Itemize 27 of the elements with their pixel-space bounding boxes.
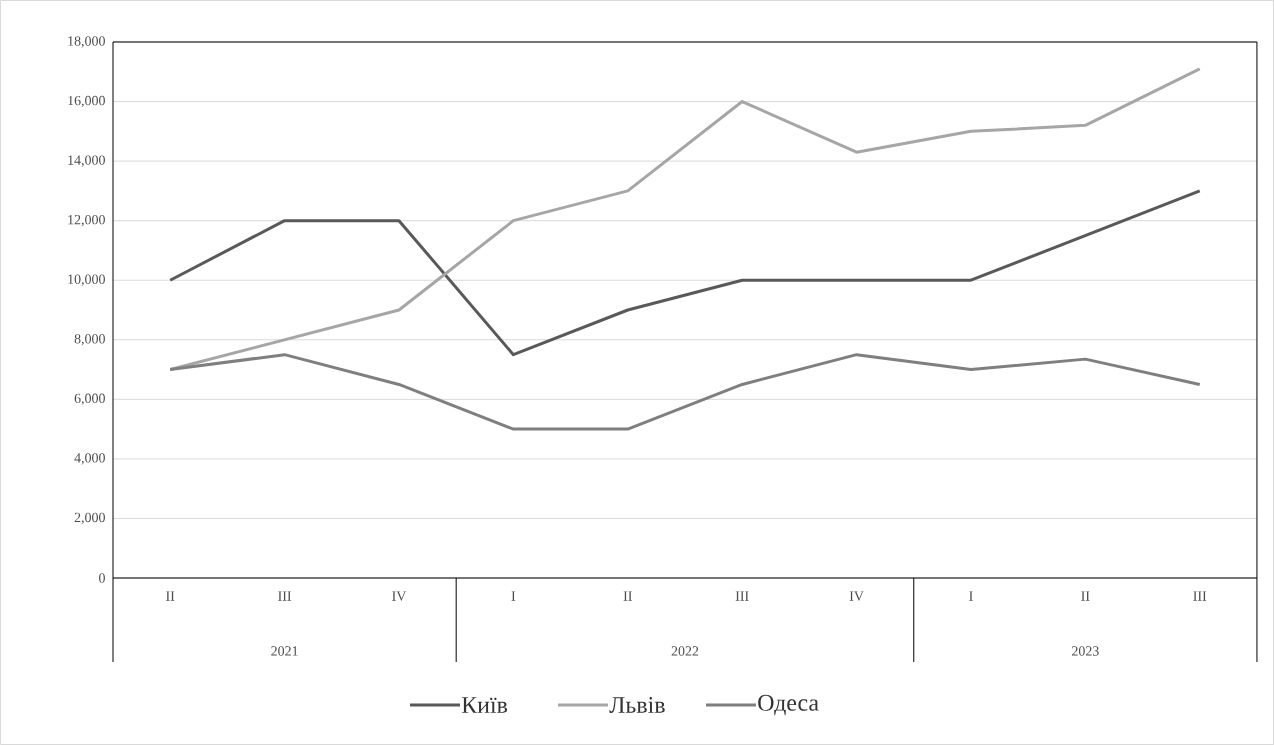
x-tick-label: IV — [392, 591, 407, 601]
x-tick-label: I — [969, 591, 973, 601]
legend-label: Львів — [609, 696, 665, 714]
x-tick-label: III — [1193, 591, 1207, 601]
x-tick-label: II — [1081, 591, 1090, 601]
y-tick-label: 2,000 — [74, 512, 105, 525]
y-tick-label: 10,000 — [68, 274, 105, 286]
y-tick-label: 0 — [99, 573, 105, 583]
legend-label: Одеса — [758, 694, 819, 716]
legend-label: Київ — [461, 697, 508, 713]
x-tick-label: I — [511, 591, 516, 601]
x-tick-label: II — [166, 591, 175, 601]
text: 2023 — [1072, 646, 1099, 656]
x-tick-label: III — [278, 591, 292, 601]
y-tick-label: 6,000 — [74, 393, 105, 406]
x-tick-label: IV — [849, 591, 864, 601]
y-tick-label: 16,000 — [68, 95, 105, 108]
x-tick-label: II — [623, 591, 632, 601]
line-series — [168, 353, 1202, 431]
y-tick-label: 14,000 — [68, 155, 105, 167]
x-tick-label: III — [735, 591, 749, 601]
y-tick-label: 8,000 — [74, 334, 105, 346]
y-tick-label: 18,000 — [68, 36, 105, 48]
y-tick-label: 12,000 — [68, 214, 105, 227]
text: 2021 — [271, 646, 298, 656]
text: 2022 — [671, 646, 699, 656]
y-tick-label: 4,000 — [74, 453, 105, 465]
